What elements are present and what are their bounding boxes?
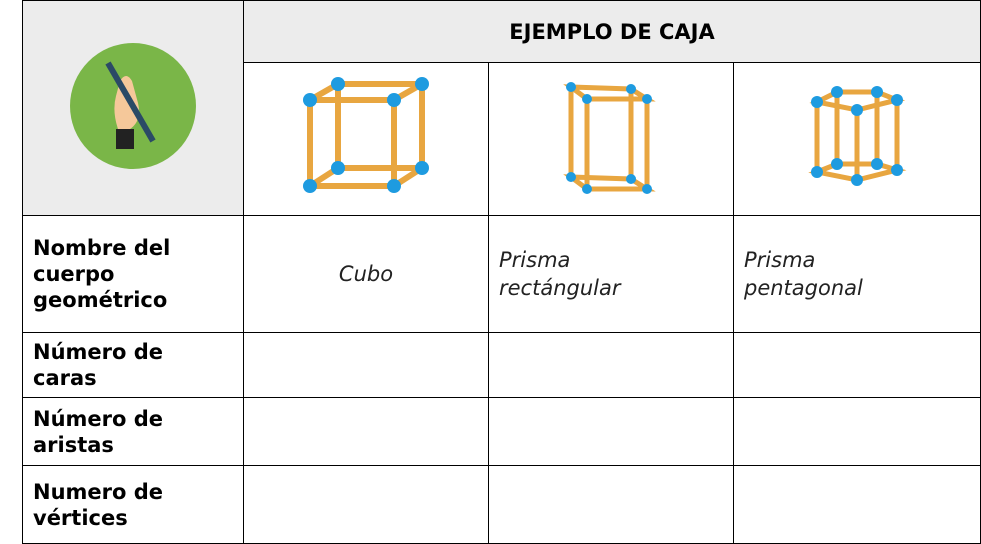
text: Nombre del cuerpo geométrico: [33, 236, 171, 312]
table: EJEMPLO DE CAJA Nombre del cuerpo geomét…: [22, 0, 981, 544]
cube-image: [303, 77, 429, 193]
text: Número de caras: [33, 340, 164, 390]
prism-image: [563, 82, 656, 194]
text: Numero de vértices: [33, 479, 164, 530]
icon: [70, 43, 196, 169]
cell: [733, 332, 981, 398]
cell: [243, 332, 489, 398]
header-title: EJEMPLO DE CAJA: [243, 0, 981, 63]
row-label: Nombre del cuerpo geométrico: [22, 215, 244, 333]
image-cell: [733, 62, 981, 216]
cell: [243, 465, 489, 544]
cell: [243, 397, 489, 466]
cell: [488, 397, 734, 466]
cell: Prisma rectángular: [488, 215, 734, 333]
row-label: Numero de vértices: [22, 465, 244, 544]
cell: [488, 465, 734, 544]
row-label: Número de aristas: [22, 397, 244, 466]
icon-cell: [22, 0, 244, 216]
text: Prisma rectángular: [499, 248, 621, 300]
image-cell: [488, 62, 734, 216]
pentagonal-prism-image: [808, 86, 907, 186]
text: Prisma pentagonal: [744, 248, 863, 300]
cell: Prisma pentagonal: [733, 215, 981, 333]
text: Número de aristas: [33, 406, 164, 457]
cell: Cubo: [243, 215, 489, 333]
image-cell: [243, 62, 489, 216]
cell: [733, 397, 981, 466]
row-label: Número de caras: [22, 332, 244, 398]
cell: [488, 332, 734, 398]
cell: [733, 465, 981, 544]
